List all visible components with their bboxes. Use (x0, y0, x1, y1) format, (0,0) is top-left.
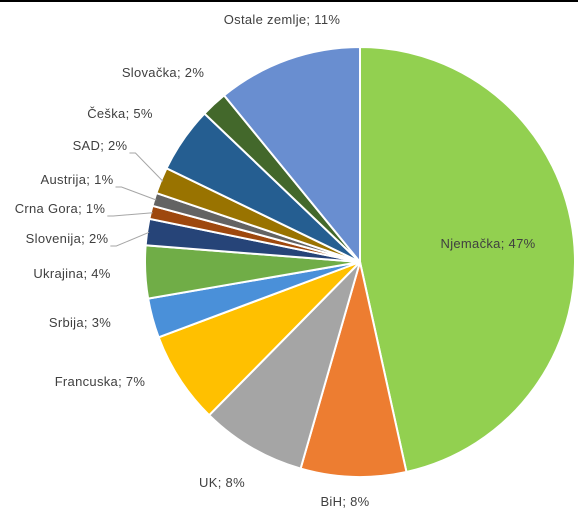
data-label: Ukrajina; 4% (33, 266, 110, 281)
label-separator: ; (342, 494, 350, 509)
label-value: 7% (126, 374, 146, 389)
label-separator: ; (218, 475, 226, 490)
label-value: 2% (89, 231, 109, 246)
label-separator: ; (118, 374, 126, 389)
label-category: Srbija (49, 315, 85, 330)
label-category: Slovenija (26, 231, 82, 246)
label-separator: ; (100, 138, 108, 153)
pie-slice (299, 261, 408, 478)
label-category: SAD (73, 138, 101, 153)
data-label: Njemačka; 47% (441, 236, 536, 251)
leader-line (107, 212, 153, 217)
label-separator: ; (177, 65, 185, 80)
label-category: BiH (320, 494, 342, 509)
data-label: SAD; 2% (73, 138, 128, 153)
label-category: Njemačka (441, 236, 502, 251)
leader-line (129, 152, 164, 182)
label-value: 47% (509, 236, 536, 251)
label-category: Austrija (41, 172, 87, 187)
data-label: Slovačka; 2% (122, 65, 205, 80)
label-category: Ukrajina (33, 266, 84, 281)
data-label: Češka; 5% (87, 106, 153, 121)
label-value: 1% (86, 201, 106, 216)
pie-slice (359, 45, 576, 474)
data-label: Srbija; 3% (49, 315, 111, 330)
leader-line (115, 186, 157, 201)
label-value: 8% (226, 475, 246, 490)
label-separator: ; (84, 315, 92, 330)
data-label: Slovenija; 2% (26, 231, 109, 246)
data-label: Francuska; 7% (55, 374, 146, 389)
label-value: 8% (350, 494, 370, 509)
label-separator: ; (81, 231, 89, 246)
pie-slice (222, 45, 361, 265)
label-value: 2% (108, 138, 128, 153)
label-category: Francuska (55, 374, 119, 389)
leader-line (110, 231, 150, 247)
pie-slice (207, 261, 361, 470)
data-label: Crna Gora; 1% (15, 201, 106, 216)
label-category: Crna Gora (15, 201, 79, 216)
label-value: 5% (133, 106, 153, 121)
label-category: UK (199, 475, 218, 490)
data-label: BiH; 8% (320, 494, 369, 509)
label-separator: ; (78, 201, 86, 216)
label-category: Češka (87, 106, 126, 121)
label-category: Slovačka (122, 65, 178, 80)
data-label: Ostale zemlje; 11% (224, 12, 341, 27)
label-category: Ostale zemlje (224, 12, 307, 27)
label-separator: ; (501, 236, 509, 251)
label-value: 2% (185, 65, 205, 80)
data-label: Austrija; 1% (41, 172, 114, 187)
label-value: 1% (94, 172, 114, 187)
label-separator: ; (83, 266, 91, 281)
label-value: 11% (314, 12, 340, 27)
label-value: 4% (91, 266, 111, 281)
label-separator: ; (126, 106, 134, 121)
label-value: 3% (92, 315, 112, 330)
label-separator: ; (306, 12, 314, 27)
data-label: UK; 8% (199, 475, 245, 490)
label-separator: ; (86, 172, 94, 187)
